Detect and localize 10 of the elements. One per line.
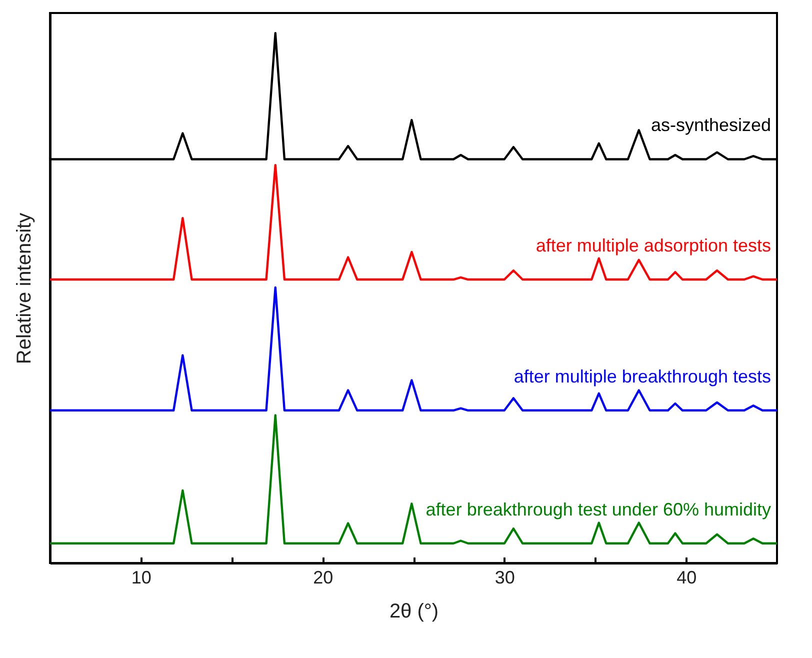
series-label: after multiple breakthrough tests	[514, 366, 771, 386]
x-tick-label: 10	[131, 568, 152, 588]
x-tick-label: 30	[494, 568, 515, 588]
series-label: as-synthesized	[650, 115, 771, 136]
series-label: after breakthrough test under 60% humidity	[426, 499, 771, 520]
x-axis-title: 2θ (°)	[389, 600, 439, 622]
x-tick-label: 40	[676, 568, 697, 588]
y-axis-title: Relative intensity	[14, 212, 36, 364]
x-tick-label: 20	[313, 568, 334, 588]
series-label: after multiple adsorption tests	[536, 236, 771, 256]
